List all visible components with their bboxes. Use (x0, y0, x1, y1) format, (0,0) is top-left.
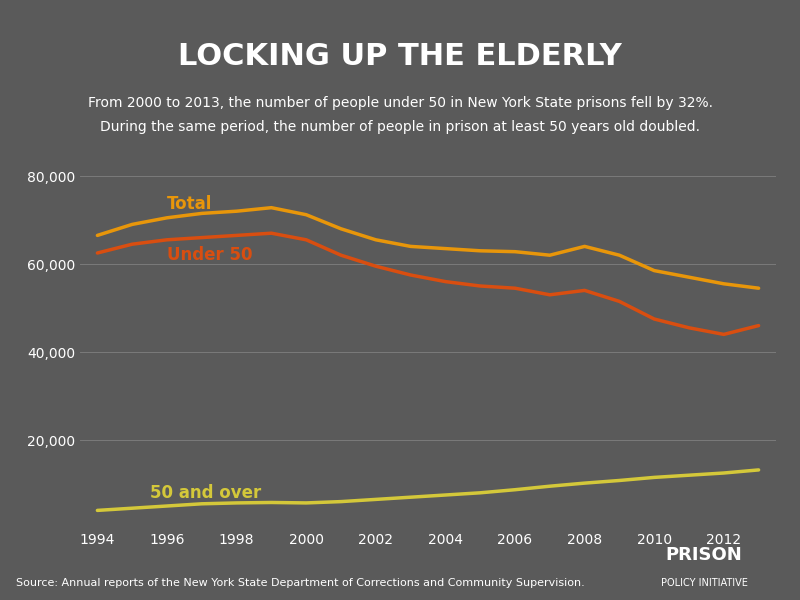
Text: During the same period, the number of people in prison at least 50 years old dou: During the same period, the number of pe… (100, 120, 700, 134)
Text: From 2000 to 2013, the number of people under 50 in New York State prisons fell : From 2000 to 2013, the number of people … (87, 96, 713, 110)
Text: PRISON: PRISON (666, 546, 742, 564)
Text: 50 and over: 50 and over (150, 484, 261, 502)
Text: Under 50: Under 50 (167, 245, 253, 263)
Text: LOCKING UP THE ELDERLY: LOCKING UP THE ELDERLY (178, 42, 622, 71)
Text: POLICY INITIATIVE: POLICY INITIATIVE (661, 578, 747, 588)
Text: Source: Annual reports of the New York State Department of Corrections and Commu: Source: Annual reports of the New York S… (16, 578, 585, 588)
Text: Total: Total (167, 195, 212, 213)
